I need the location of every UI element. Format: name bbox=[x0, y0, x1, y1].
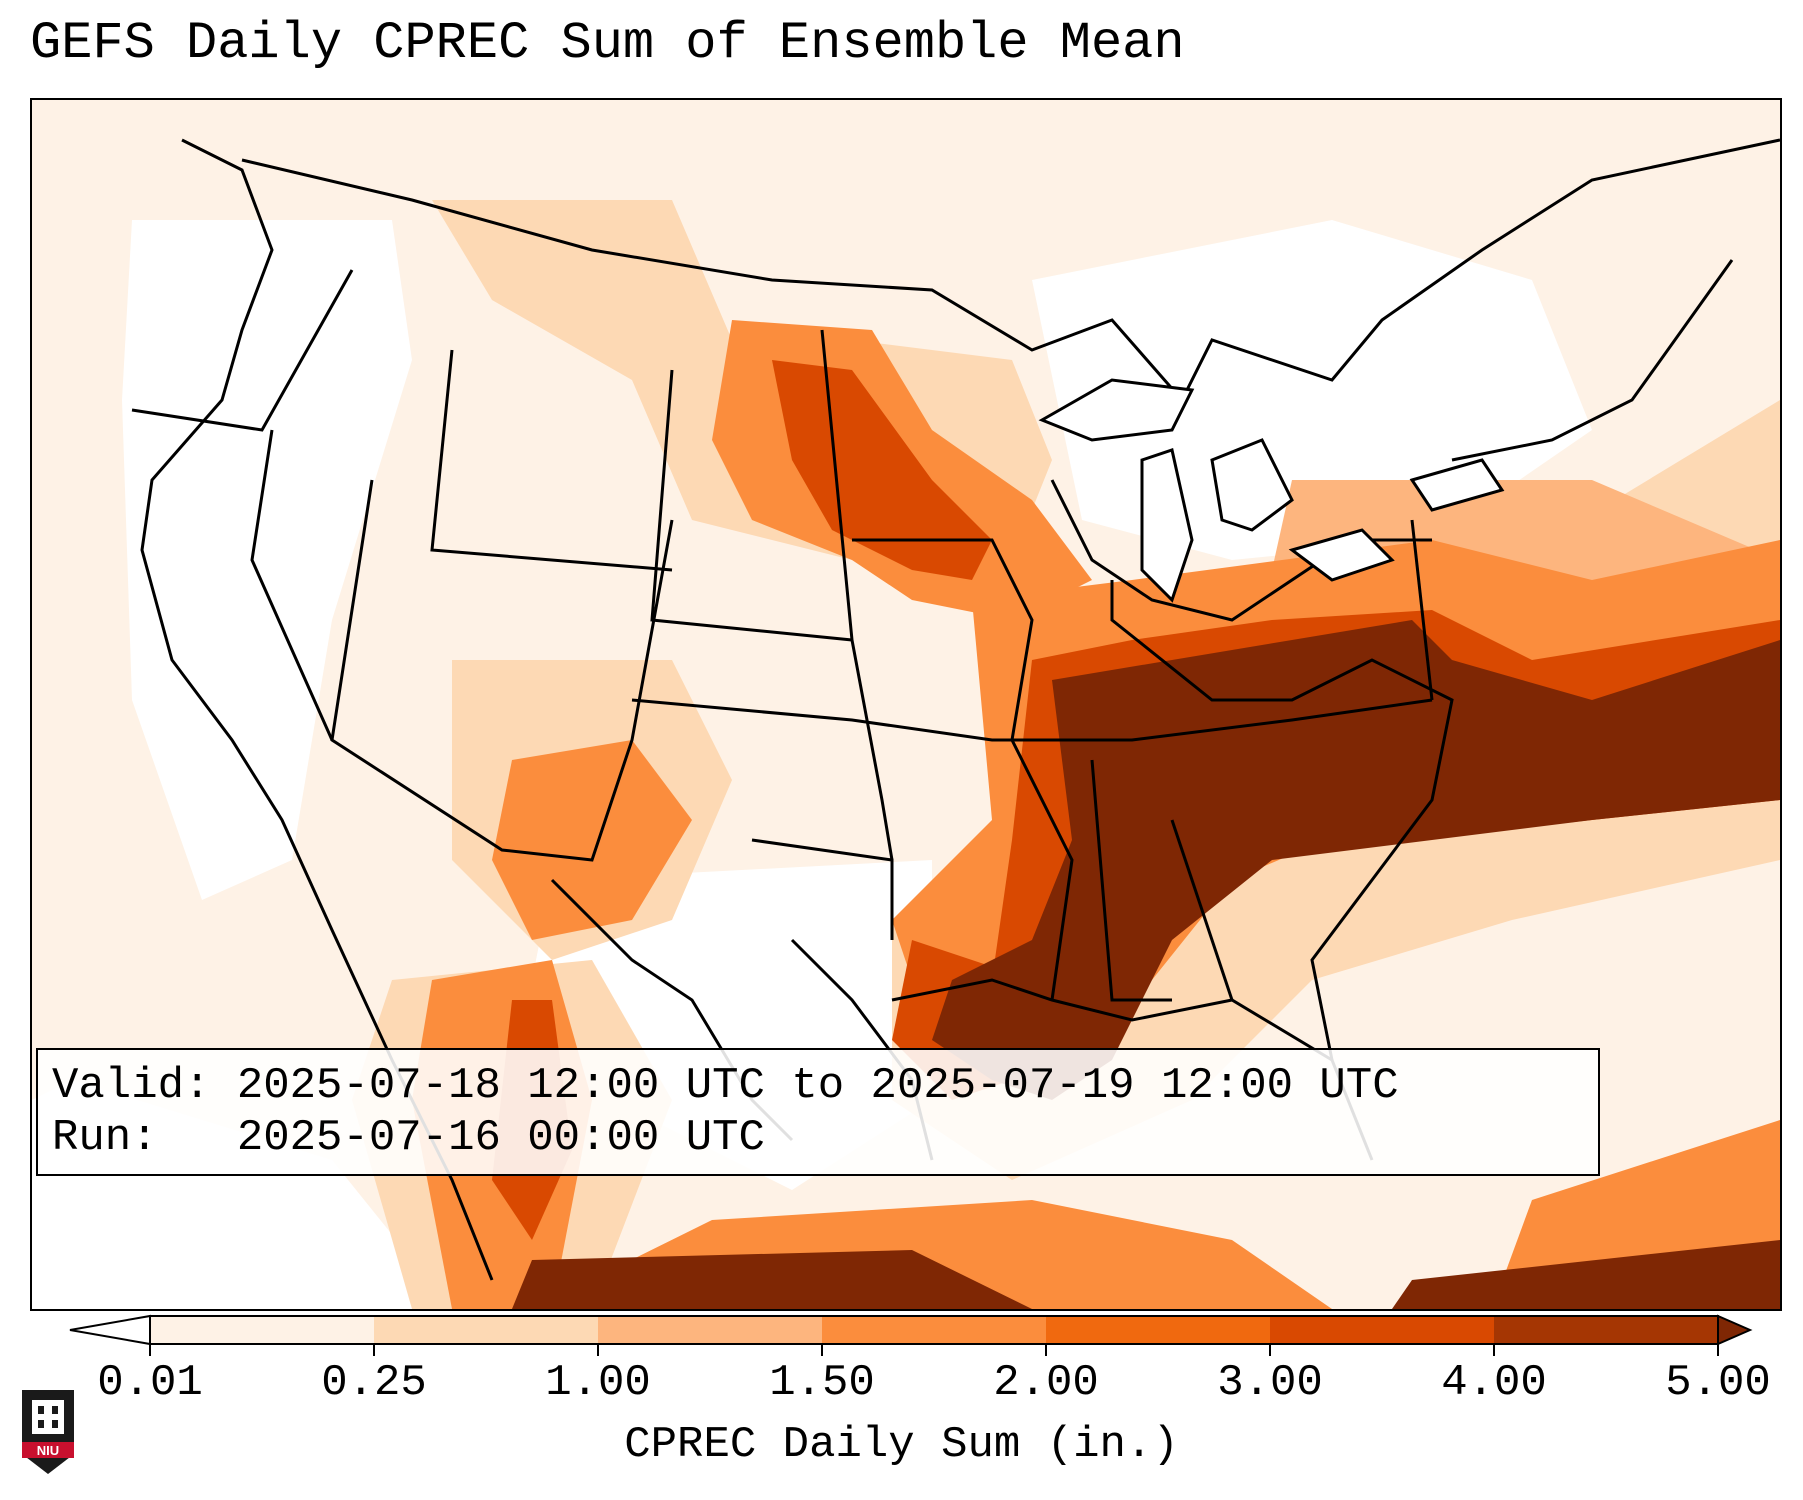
run-time-line: Run: 2025-07-16 00:00 UTC bbox=[52, 1113, 765, 1163]
colorbar-tick-label: 1.50 bbox=[769, 1358, 875, 1408]
colorbar-tick-label: 3.00 bbox=[1217, 1358, 1323, 1408]
niu-logo: NIU bbox=[22, 1390, 74, 1474]
colorbar-tick-label: 4.00 bbox=[1441, 1358, 1547, 1408]
colorbar-frame bbox=[149, 1315, 1719, 1345]
colorbar-segment bbox=[374, 1316, 599, 1344]
colorbar-tick-label: 0.01 bbox=[97, 1358, 203, 1408]
colorbar-segment bbox=[1494, 1316, 1719, 1344]
colorbar-label: CPREC Daily Sum (in.) bbox=[624, 1420, 1179, 1470]
colorbar-segment bbox=[1270, 1316, 1495, 1344]
colorbar-over-triangle bbox=[1717, 1314, 1753, 1346]
valid-time-line: Valid: 2025-07-18 12:00 UTC to 2025-07-1… bbox=[52, 1061, 1399, 1111]
colorbar-segment bbox=[1046, 1316, 1271, 1344]
colorbar-segment bbox=[598, 1316, 823, 1344]
colorbar-tick-label: 5.00 bbox=[1665, 1358, 1771, 1408]
colorbar-segment bbox=[822, 1316, 1047, 1344]
boundary-lines bbox=[131, 138, 1780, 1281]
great-lakes bbox=[1038, 378, 1505, 603]
logo-building-icon bbox=[32, 1400, 64, 1434]
colorbar-tick-label: 1.00 bbox=[545, 1358, 651, 1408]
colorbar bbox=[69, 1314, 1753, 1356]
colorbar-tick-label: 2.00 bbox=[993, 1358, 1099, 1408]
map-title: GEFS Daily CPREC Sum of Ensemble Mean bbox=[30, 14, 1185, 73]
colorbar-segment bbox=[150, 1316, 375, 1344]
colorbar-under-triangle bbox=[69, 1314, 151, 1346]
logo-text: NIU bbox=[37, 1443, 59, 1458]
valid-run-infobox: Valid: 2025-07-18 12:00 UTC to 2025-07-1… bbox=[36, 1048, 1600, 1176]
colorbar-tick-label: 0.25 bbox=[321, 1358, 427, 1408]
logo-red-band bbox=[22, 1442, 74, 1458]
